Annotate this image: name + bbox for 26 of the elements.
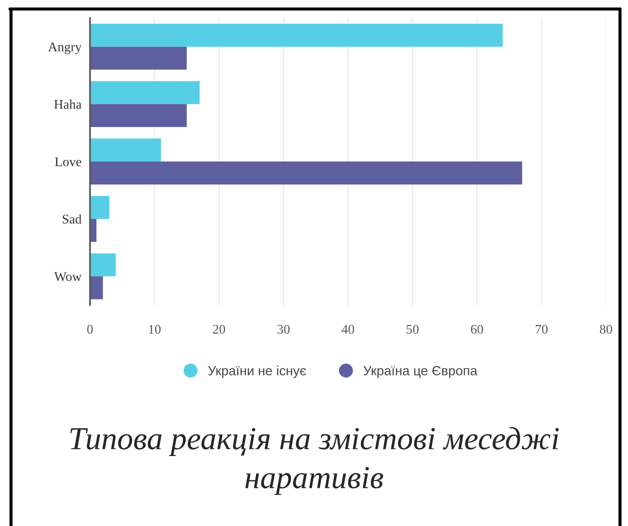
- legend-label: Україна це Європа: [363, 366, 478, 378]
- bar: [90, 253, 116, 276]
- bar: [90, 24, 503, 47]
- y-tick-label: Angry: [48, 42, 82, 54]
- x-tick-label: 10: [149, 324, 161, 334]
- x-tick-label: 60: [470, 324, 484, 334]
- legend-label: України не існує: [208, 366, 306, 378]
- x-tick-label: 70: [536, 324, 548, 334]
- x-tick-label: 50: [406, 324, 419, 334]
- y-tick-label: Sad: [62, 214, 82, 224]
- y-tick-label: Love: [54, 157, 82, 166]
- y-tick-label: Wow: [54, 272, 82, 282]
- bar: [90, 276, 103, 300]
- bar: [90, 138, 161, 162]
- bar: [90, 46, 187, 70]
- bar: [90, 196, 110, 219]
- x-tick-label: 0: [87, 324, 93, 334]
- x-tick-label: 30: [278, 324, 290, 334]
- bar: [90, 81, 200, 104]
- x-tick-label: 80: [600, 324, 612, 334]
- x-tick-label: 20: [212, 324, 226, 334]
- text: Типова реакція на змістові меседжі наративів: [70, 427, 559, 495]
- bar: [90, 104, 187, 128]
- x-tick-label: 40: [342, 324, 354, 334]
- bar: [90, 162, 522, 184]
- y-tick-label: Haha: [54, 100, 82, 109]
